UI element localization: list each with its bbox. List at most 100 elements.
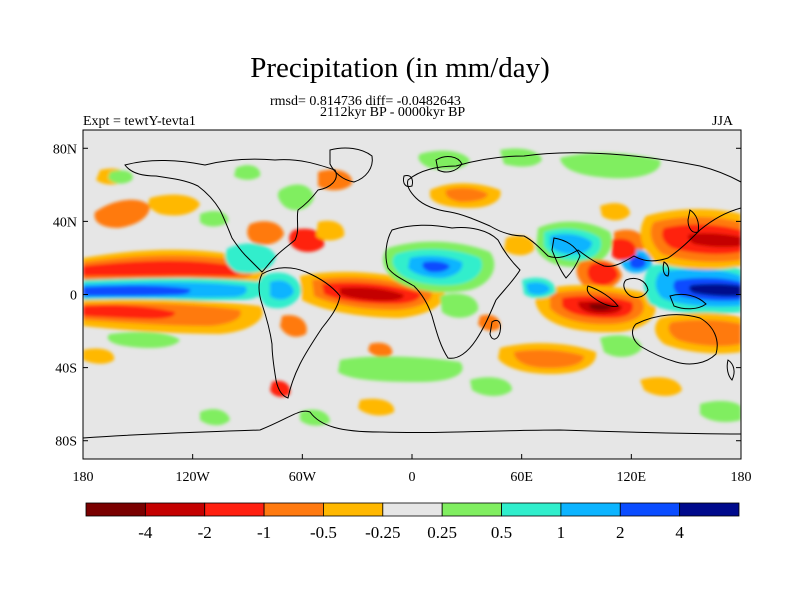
colorbar-swatch [323,502,384,517]
anomaly-patch [94,199,150,228]
colorbar-label: -1 [257,523,271,542]
colorbar-swatch [679,502,740,517]
coastline-antarctica [83,410,741,439]
x-tick-label: 0 [409,470,416,485]
x-tick-label: 120E [617,470,647,485]
y-tick-label: 80N [53,142,77,157]
coastline-uk [403,175,413,187]
coastline-scandinavia [435,156,463,173]
x-tick-label: 60W [289,470,317,485]
x-axis: 180 120W 60W 0 60E 120E 180 [73,454,752,485]
anomaly-patch [504,235,535,256]
coastline-north-america [124,158,337,273]
colorbar-swatch [501,502,562,517]
period-label: 2112kyr BP - 0000kyr BP [320,105,466,120]
anomaly-patch [689,283,741,297]
colorbar-swatch [619,502,681,517]
anomaly-patch [440,293,479,318]
y-tick-label: 40S [55,362,77,377]
colorbar-label: -4 [138,523,153,542]
anomaly-patch [280,315,307,337]
anomaly-patch [234,165,261,180]
colorbar-label: 0.25 [427,523,457,542]
map-plot-area [83,130,741,459]
anomaly-patch [83,260,241,276]
colorbar-swatch [441,502,502,517]
anomaly-patch [630,255,646,269]
colorbar-label: -0.25 [365,523,400,542]
colorbar-swatch [144,502,206,517]
colorbar-label: -0.5 [310,523,337,542]
anomaly-patch [700,401,741,422]
coastline-sumatra [586,285,619,307]
anomaly-patch [338,356,463,382]
experiment-label: Expt = tewtY-tevta1 [83,114,196,129]
anomaly-patch [107,332,180,348]
anomaly-patch [418,150,470,170]
anomaly-patch [640,377,682,396]
x-tick-label: 180 [73,470,94,485]
colorbar-swatch [560,502,621,517]
colorbar-swatch [263,502,324,517]
x-tick-label: 120W [176,470,211,485]
anomaly-patch [612,238,637,261]
anomaly-patch [560,152,661,179]
colorbar-label: 4 [675,523,684,542]
anomaly-patch [470,377,512,396]
coastline-philippines [662,261,670,277]
colorbar-label: -2 [198,523,212,542]
coastline-greenland [329,147,373,183]
anomaly-patch [340,287,404,301]
coastline-borneo [623,277,649,298]
anomaly-patch [83,285,191,296]
anomaly-patch [422,261,450,273]
anomaly-patch [200,211,229,227]
colorbar-label: 1 [557,523,566,542]
y-tick-label: 40N [53,215,77,230]
anomaly-patch [83,305,176,319]
coastline-eurasia [407,152,741,267]
anomaly-patch [587,262,618,286]
anomaly-patch [148,194,200,216]
anomaly-patch [200,409,230,426]
colorbar-swatch [204,502,265,517]
anomaly-patch [600,335,642,357]
stats-line: rmsd= 0.814736 diff= -0.0482643 [270,94,461,109]
colorbar-swatch [382,502,443,517]
coastlines [83,147,741,439]
anomaly-patch [247,221,284,245]
coastline-south-america [258,267,341,399]
anomaly-patch [270,280,294,300]
anomaly-patch [225,243,276,274]
anomaly-patch [358,398,395,416]
anomaly-patch [83,348,115,364]
colorbar-label: 0.5 [491,523,512,542]
colorbar-label: 2 [616,523,625,542]
coastline-africa [385,224,521,359]
anomaly-patch [600,203,630,221]
y-tick-label: 80S [55,435,77,450]
chart-title: Precipitation (in mm/day) [250,52,550,84]
anomaly-field [83,148,741,426]
anomaly-patch [368,342,393,357]
anomaly-patch [668,319,741,347]
anomaly-patch [526,282,550,295]
anomaly-patch [270,380,291,397]
coastline-australia [632,314,718,365]
season-label: JJA [712,114,734,129]
anomaly-patch [108,170,133,184]
anomaly-patch [687,233,741,248]
coastline-madagascar [489,319,501,340]
x-tick-label: 60E [510,470,533,485]
coastline-new-zealand [726,359,735,381]
y-axis: 80N 40N 0 40S 80S [53,142,741,450]
colorbar: -4 -2 -1 -0.5 -0.25 0.25 0.5 1 2 4 [85,502,740,542]
anomaly-patch [445,187,488,202]
anomaly-patch [289,228,325,252]
coastline-japan [687,209,699,233]
anomaly-patch [500,148,542,167]
colorbar-swatch [85,502,146,517]
anomaly-patch [316,220,345,241]
x-tick-label: 180 [731,470,752,485]
